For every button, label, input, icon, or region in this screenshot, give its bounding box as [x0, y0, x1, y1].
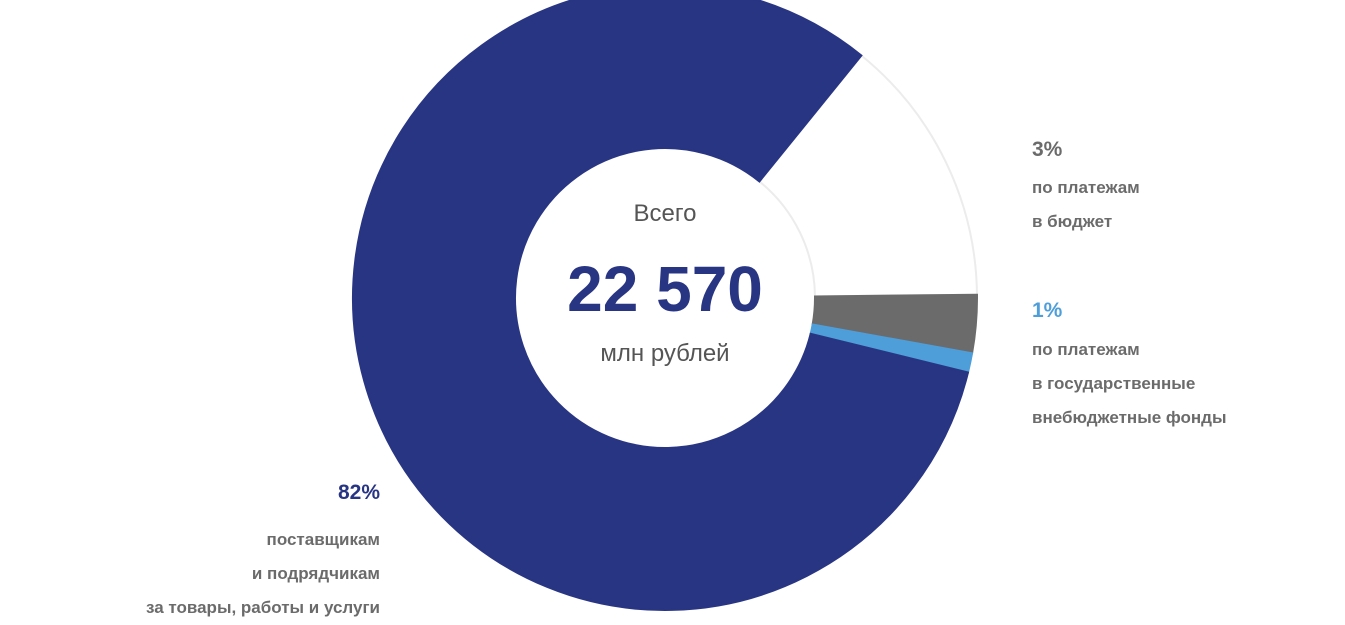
center-value: 22 570 [567, 253, 763, 325]
value-label: 3% [1032, 138, 1063, 161]
donut-segment [352, 0, 970, 611]
category-label: по платежам в бюджет [1032, 178, 1140, 231]
value-label: 82% [337, 481, 380, 504]
category-label: по платежам в государственные внебюджетн… [1032, 340, 1227, 427]
center-unit: млн рублей [600, 340, 730, 367]
center-top: Всего [633, 200, 697, 227]
category-label: поставщикам и подрядчикам за товары, раб… [145, 530, 380, 617]
value-label: 1% [1032, 299, 1063, 322]
